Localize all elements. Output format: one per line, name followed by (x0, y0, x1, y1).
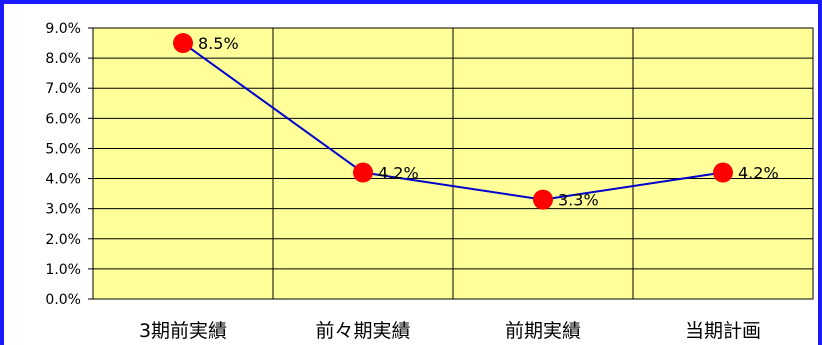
gridlines (93, 28, 813, 299)
data-label: 3.3% (558, 191, 599, 210)
y-tick-label: 3.0% (45, 202, 81, 218)
x-tick-label: 前々期実績 (315, 320, 410, 342)
y-tick-label: 1.0% (45, 262, 81, 278)
series (173, 33, 733, 210)
x-tick-label: 3期前実績 (139, 320, 227, 342)
x-tick-label: 当期計画 (685, 320, 761, 342)
data-point (353, 162, 373, 183)
y-tick-label: 8.0% (45, 51, 81, 67)
y-tick-label: 4.0% (45, 172, 81, 188)
y-tick-label: 6.0% (45, 111, 81, 127)
y-tick-label: 9.0% (45, 21, 81, 37)
data-label: 8.5% (198, 34, 239, 53)
data-label: 4.2% (378, 164, 419, 183)
y-tick-label: 2.0% (45, 232, 81, 248)
data-point (173, 33, 193, 54)
data-labels: 8.5% 4.2% 3.3% 4.2% (198, 34, 779, 210)
data-point (533, 189, 553, 210)
y-tick-label: 5.0% (45, 141, 81, 157)
series-line (182, 42, 724, 201)
x-axis-ticks: 3期前実績 前々期実績 前期実績 当期計画 (139, 320, 761, 342)
y-tick-label: 7.0% (45, 81, 81, 97)
x-tick-label: 前期実績 (505, 320, 581, 342)
data-label: 4.2% (738, 164, 779, 183)
data-point (713, 162, 733, 183)
y-axis-ticks: 0.0% 1.0% 2.0% 3.0% 4.0% 5.0% 6.0% 7.0% 8.0% 9.0% (45, 21, 93, 308)
y-tick-label: 0.0% (45, 292, 81, 308)
